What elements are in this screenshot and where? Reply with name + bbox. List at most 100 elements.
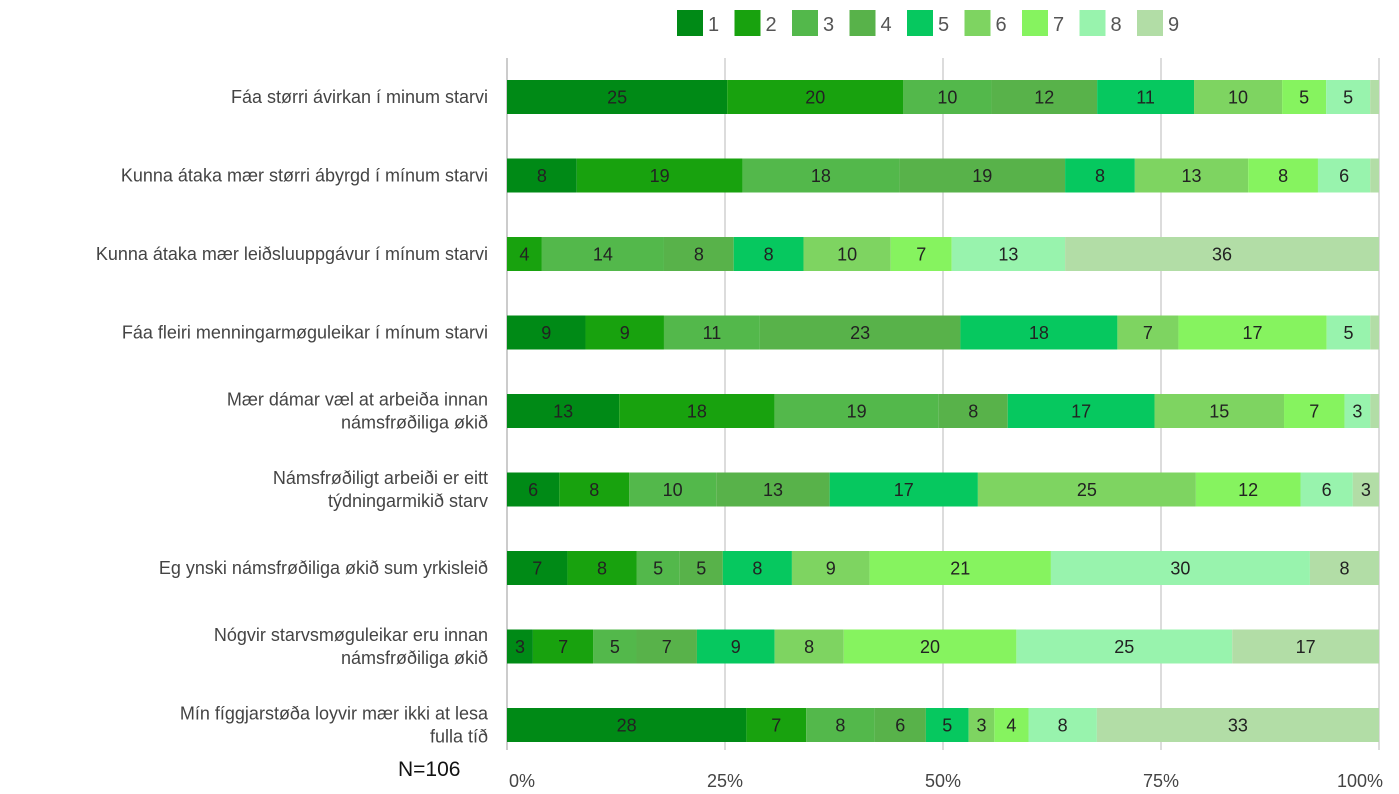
bar-segment	[791, 551, 870, 585]
bar-value-label: 8	[835, 716, 845, 736]
bar-segment	[507, 551, 568, 585]
x-tick-label: 75%	[1143, 771, 1179, 791]
category-labels: Fáa størri ávirkan í minum starvi Kunna á…	[96, 87, 489, 747]
bar-segment	[960, 315, 1118, 350]
bar-segment	[507, 629, 533, 664]
legend-label: 5	[938, 14, 949, 36]
bar-segment	[1154, 394, 1285, 428]
bar-value-label: 23	[850, 323, 870, 343]
bar-segment	[1134, 158, 1249, 193]
bar-segment	[663, 237, 734, 271]
bar-segment	[1282, 80, 1327, 114]
bar-value-label: 18	[1029, 323, 1049, 343]
bar-segment	[1317, 158, 1371, 193]
bar-segment	[1248, 158, 1318, 193]
bar-segment	[593, 629, 637, 664]
bar-value-label: 4	[519, 245, 529, 265]
bar-segment	[951, 237, 1066, 271]
bar-value-label: 3	[515, 637, 525, 657]
bar-value-label: 9	[731, 637, 741, 657]
bar-segment	[507, 80, 728, 114]
bar-value-label: 25	[1114, 637, 1134, 657]
legend-label: 4	[881, 14, 892, 36]
category-label: Kunna átaka mær leiðsluuppgávur í mínum …	[96, 244, 488, 264]
bar-segment	[1326, 80, 1371, 114]
legend-label: 6	[996, 14, 1007, 36]
bar-segment	[1309, 551, 1379, 585]
bar-value-label: 17	[1243, 323, 1263, 343]
bar-segment	[829, 472, 978, 507]
bar-value-label: 9	[541, 323, 551, 343]
bar-value-label: 10	[837, 245, 857, 265]
bar-segment	[1370, 80, 1379, 114]
bar-segment	[977, 472, 1196, 507]
bar-value-label: 10	[1228, 88, 1248, 108]
legend-swatch	[792, 10, 818, 36]
bar-segment	[1050, 551, 1310, 585]
category-label: Fáa fleiri menningarmøguleikar í mínum s…	[122, 323, 488, 343]
bar-segment	[619, 394, 775, 428]
bar-value-label: 13	[763, 480, 783, 500]
bar-segment	[759, 315, 961, 350]
bar-value-label: 10	[937, 88, 957, 108]
bar-value-label: 20	[920, 637, 940, 657]
category-label: Mær dámar væl at arbeiða innan	[227, 390, 488, 410]
legend-swatch	[1079, 10, 1106, 36]
bar-value-label: 7	[1143, 323, 1153, 343]
bar-segment	[774, 394, 939, 428]
bar-value-label: 13	[553, 402, 573, 422]
bar-value-label: 7	[1309, 402, 1319, 422]
x-tick-label: 50%	[925, 771, 961, 791]
bar-segments: 25 20 10 12 11 10 5 58 19 18 19 8 13 8 64 14 8 8 10 7 13 369 9…	[507, 80, 1379, 742]
bar-segment	[774, 629, 844, 664]
bar-segment	[507, 472, 560, 507]
bar-segment	[1300, 472, 1353, 507]
bar-value-label: 4	[1006, 716, 1016, 736]
bar-value-label: 19	[847, 402, 867, 422]
bar-segment	[679, 551, 723, 585]
x-tick-label: 0%	[509, 771, 535, 791]
bar-segment	[890, 237, 952, 271]
bar-segment	[899, 158, 1066, 193]
bar-value-label: 7	[558, 637, 568, 657]
bar-segment	[968, 708, 995, 742]
bar-value-label: 25	[607, 88, 627, 108]
bar-value-label: 17	[1296, 637, 1316, 657]
bar-segment	[567, 551, 637, 585]
x-axis-ticks: 0% 25% 50% 75% 100%	[509, 771, 1383, 791]
bar-segment	[722, 551, 792, 585]
bar-value-label: 7	[916, 245, 926, 265]
bar-segment	[938, 394, 1008, 428]
bar-value-label: 7	[771, 716, 781, 736]
legend-label: 9	[1168, 14, 1179, 36]
bar-segment	[1284, 394, 1345, 428]
bar-value-label: 19	[972, 166, 992, 186]
category-label: námsfrøðiliga økið	[341, 413, 488, 433]
bar-segment	[507, 394, 620, 428]
bar-value-label: 8	[764, 245, 774, 265]
bar-value-label: 17	[1071, 402, 1091, 422]
bar-segment	[874, 708, 926, 742]
bar-segment	[1344, 394, 1371, 428]
bar-value-label: 8	[804, 637, 814, 657]
bar-value-label: 8	[1278, 166, 1288, 186]
bar-value-label: 14	[593, 245, 613, 265]
bar-value-label: 8	[752, 559, 762, 579]
bar-value-label: 8	[1339, 559, 1349, 579]
legend-swatch	[677, 10, 703, 36]
bar-value-label: 5	[610, 637, 620, 657]
bar-segment	[1370, 315, 1379, 350]
bar-segment	[746, 708, 807, 742]
category-label: Eg ynski námsfrøðiliga økið sum yrkislei…	[159, 558, 488, 578]
category-label: Námsfrøðiligt arbeiði er eitt	[273, 468, 488, 488]
bar-value-label: 8	[589, 480, 599, 500]
bar-value-label: 33	[1228, 716, 1248, 736]
category-label: Kunna átaka mær størri ábyrgd í mínum st…	[121, 166, 488, 186]
bar-value-label: 11	[1136, 88, 1155, 108]
bar-value-label: 17	[894, 480, 914, 500]
bar-value-label: 11	[703, 323, 722, 343]
bar-segment	[507, 708, 747, 742]
bar-value-label: 3	[976, 716, 986, 736]
bar-segment	[869, 551, 1051, 585]
